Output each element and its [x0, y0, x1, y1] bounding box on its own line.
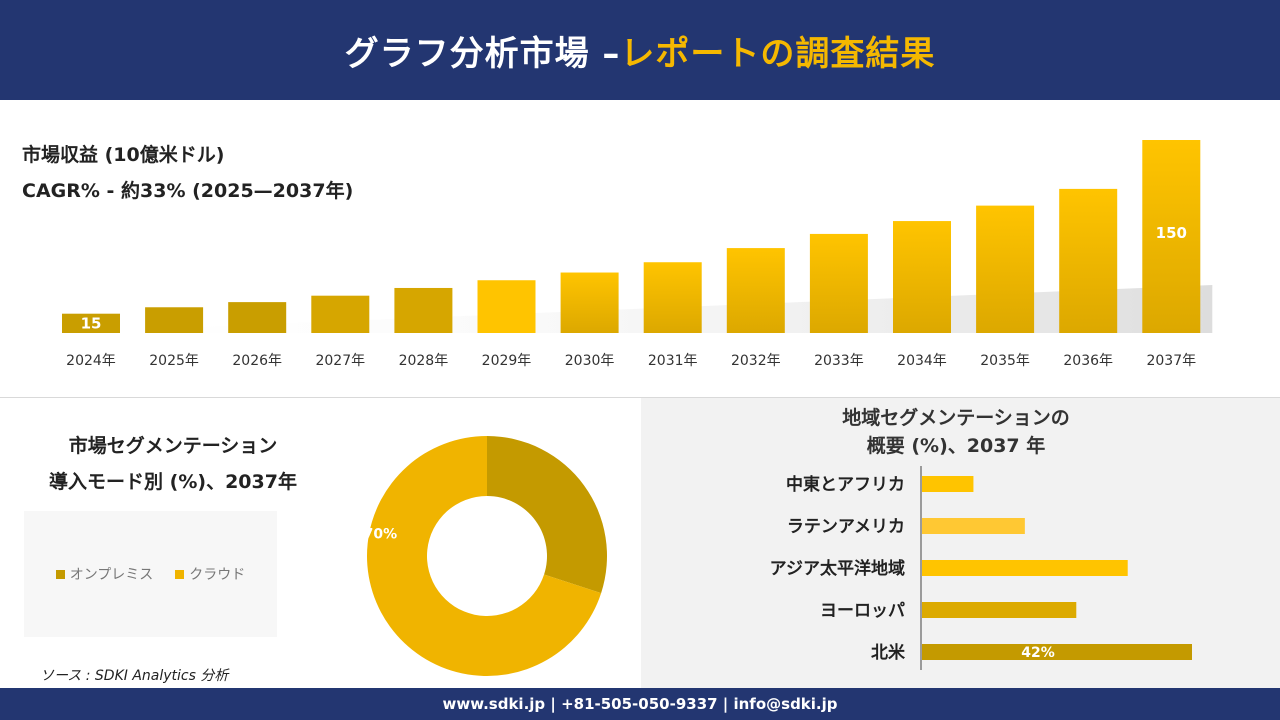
header-title-accent: レポートの調査結果 — [620, 33, 936, 74]
revenue-bar — [976, 205, 1035, 333]
revenue-bar-chart: 2024年 15 2025年 2026年 2027年 2028年 2029年 2030年 203… — [52, 140, 1213, 369]
region-bar — [922, 476, 974, 492]
revenue-bar — [1059, 188, 1118, 333]
revenue-bar — [311, 295, 370, 333]
region-label: 北米 — [871, 642, 906, 663]
x-tick-label: 2028年 — [399, 353, 449, 369]
region-label: 中東とアフリカ — [786, 474, 905, 495]
x-tick-label: 2025年 — [149, 353, 199, 369]
region-bar — [922, 602, 1077, 618]
region-label: ラテンアメリカ — [787, 517, 905, 537]
legend-label-on-premise: オンプレミス — [69, 567, 154, 583]
revenue-bar — [477, 280, 536, 333]
region-data-label: 42% — [1021, 645, 1055, 661]
x-tick-label: 2024年 — [66, 353, 116, 369]
region-segment-panel: 地域セグメンテーションの 概要 (%)、2037 年 中東とアフリカ ラテンアメリ… — [641, 398, 1280, 688]
revenue-label: 市場収益 (10億米ドル) — [22, 144, 225, 166]
region-title-line1: 地域セグメンテーションの — [842, 407, 1070, 429]
bar-shadow — [52, 285, 1213, 333]
legend-swatch-cloud — [175, 569, 185, 579]
revenue-bar — [394, 287, 453, 333]
x-tick-label: 2036年 — [1063, 353, 1113, 369]
revenue-bar — [893, 221, 951, 333]
revenue-bar — [560, 272, 619, 333]
x-tick-label: 2026年 — [232, 353, 282, 369]
region-title: 地域セグメンテーションの 概要 (%)、2037 年 — [811, 404, 1101, 460]
x-tick-label: 2031年 — [648, 353, 698, 369]
x-tick-label: 2032年 — [731, 353, 781, 369]
revenue-section: 2024年 15 2025年 2026年 2027年 2028年 2029年 2030年 203… — [0, 100, 1280, 397]
legend-swatch-on-premise — [55, 569, 65, 579]
segment-title: 市場セグメンテーション 導入モード別 (%)、2037年 — [18, 428, 328, 500]
x-tick-label: 2033年 — [814, 353, 864, 369]
x-tick-label: 2035年 — [980, 353, 1030, 369]
revenue-bar — [62, 313, 120, 333]
donut-legend: オンプレミス クラウド — [24, 511, 277, 637]
revenue-bar — [228, 302, 287, 333]
revenue-bar — [643, 262, 702, 333]
donut-slice — [367, 436, 602, 676]
x-tick-label: 2037年 — [1146, 353, 1196, 369]
x-tick-label: 2027年 — [315, 353, 365, 369]
region-bar — [922, 560, 1128, 576]
revenue-bar — [809, 233, 868, 333]
region-label: ヨーロッパ — [820, 601, 905, 621]
donut-data-label: 70% — [364, 526, 398, 542]
x-tick-label: 2029年 — [482, 353, 532, 369]
deployment-donut-chart: 70% — [364, 436, 607, 676]
region-title-line2: 概要 (%)、2037 年 — [866, 435, 1046, 457]
legend-item-on-premise: オンプレミス — [55, 564, 154, 584]
region-label: アジア太平洋地域 — [770, 558, 905, 579]
segment-title-line1: 市場セグメンテーション — [68, 435, 278, 457]
source-note: ソース : SDKI Analytics 分析 — [40, 668, 229, 684]
deployment-segment-panel: 市場セグメンテーション 導入モード別 (%)、2037年 オンプレミス クラウド… — [0, 398, 640, 688]
region-bar — [922, 644, 1192, 660]
header-title: グラフ分析市場 – — [344, 33, 621, 74]
x-tick-label: 2034年 — [897, 353, 947, 369]
bar-data-label: 150 — [1156, 224, 1187, 242]
legend-item-cloud: クラウド — [175, 564, 245, 584]
x-tick-label: 2030年 — [565, 353, 615, 369]
report-header: グラフ分析市場 – レポートの調査結果 — [0, 0, 1280, 100]
revenue-bar — [1142, 140, 1201, 333]
contact-footer: www.sdki.jp | +81-505-050-9337 | info@sd… — [0, 688, 1280, 720]
revenue-bar — [726, 248, 785, 333]
bar-data-label: 15 — [81, 314, 102, 332]
cagr-label: CAGR% - 約33% (2025—2037年) — [22, 180, 354, 202]
segment-title-line2: 導入モード別 (%)、2037年 — [49, 471, 297, 493]
revenue-bar — [145, 307, 204, 333]
donut-slice — [487, 436, 607, 594]
section-divider — [0, 397, 1280, 398]
legend-label-cloud: クラウド — [189, 567, 246, 583]
region-bar — [922, 518, 1025, 534]
